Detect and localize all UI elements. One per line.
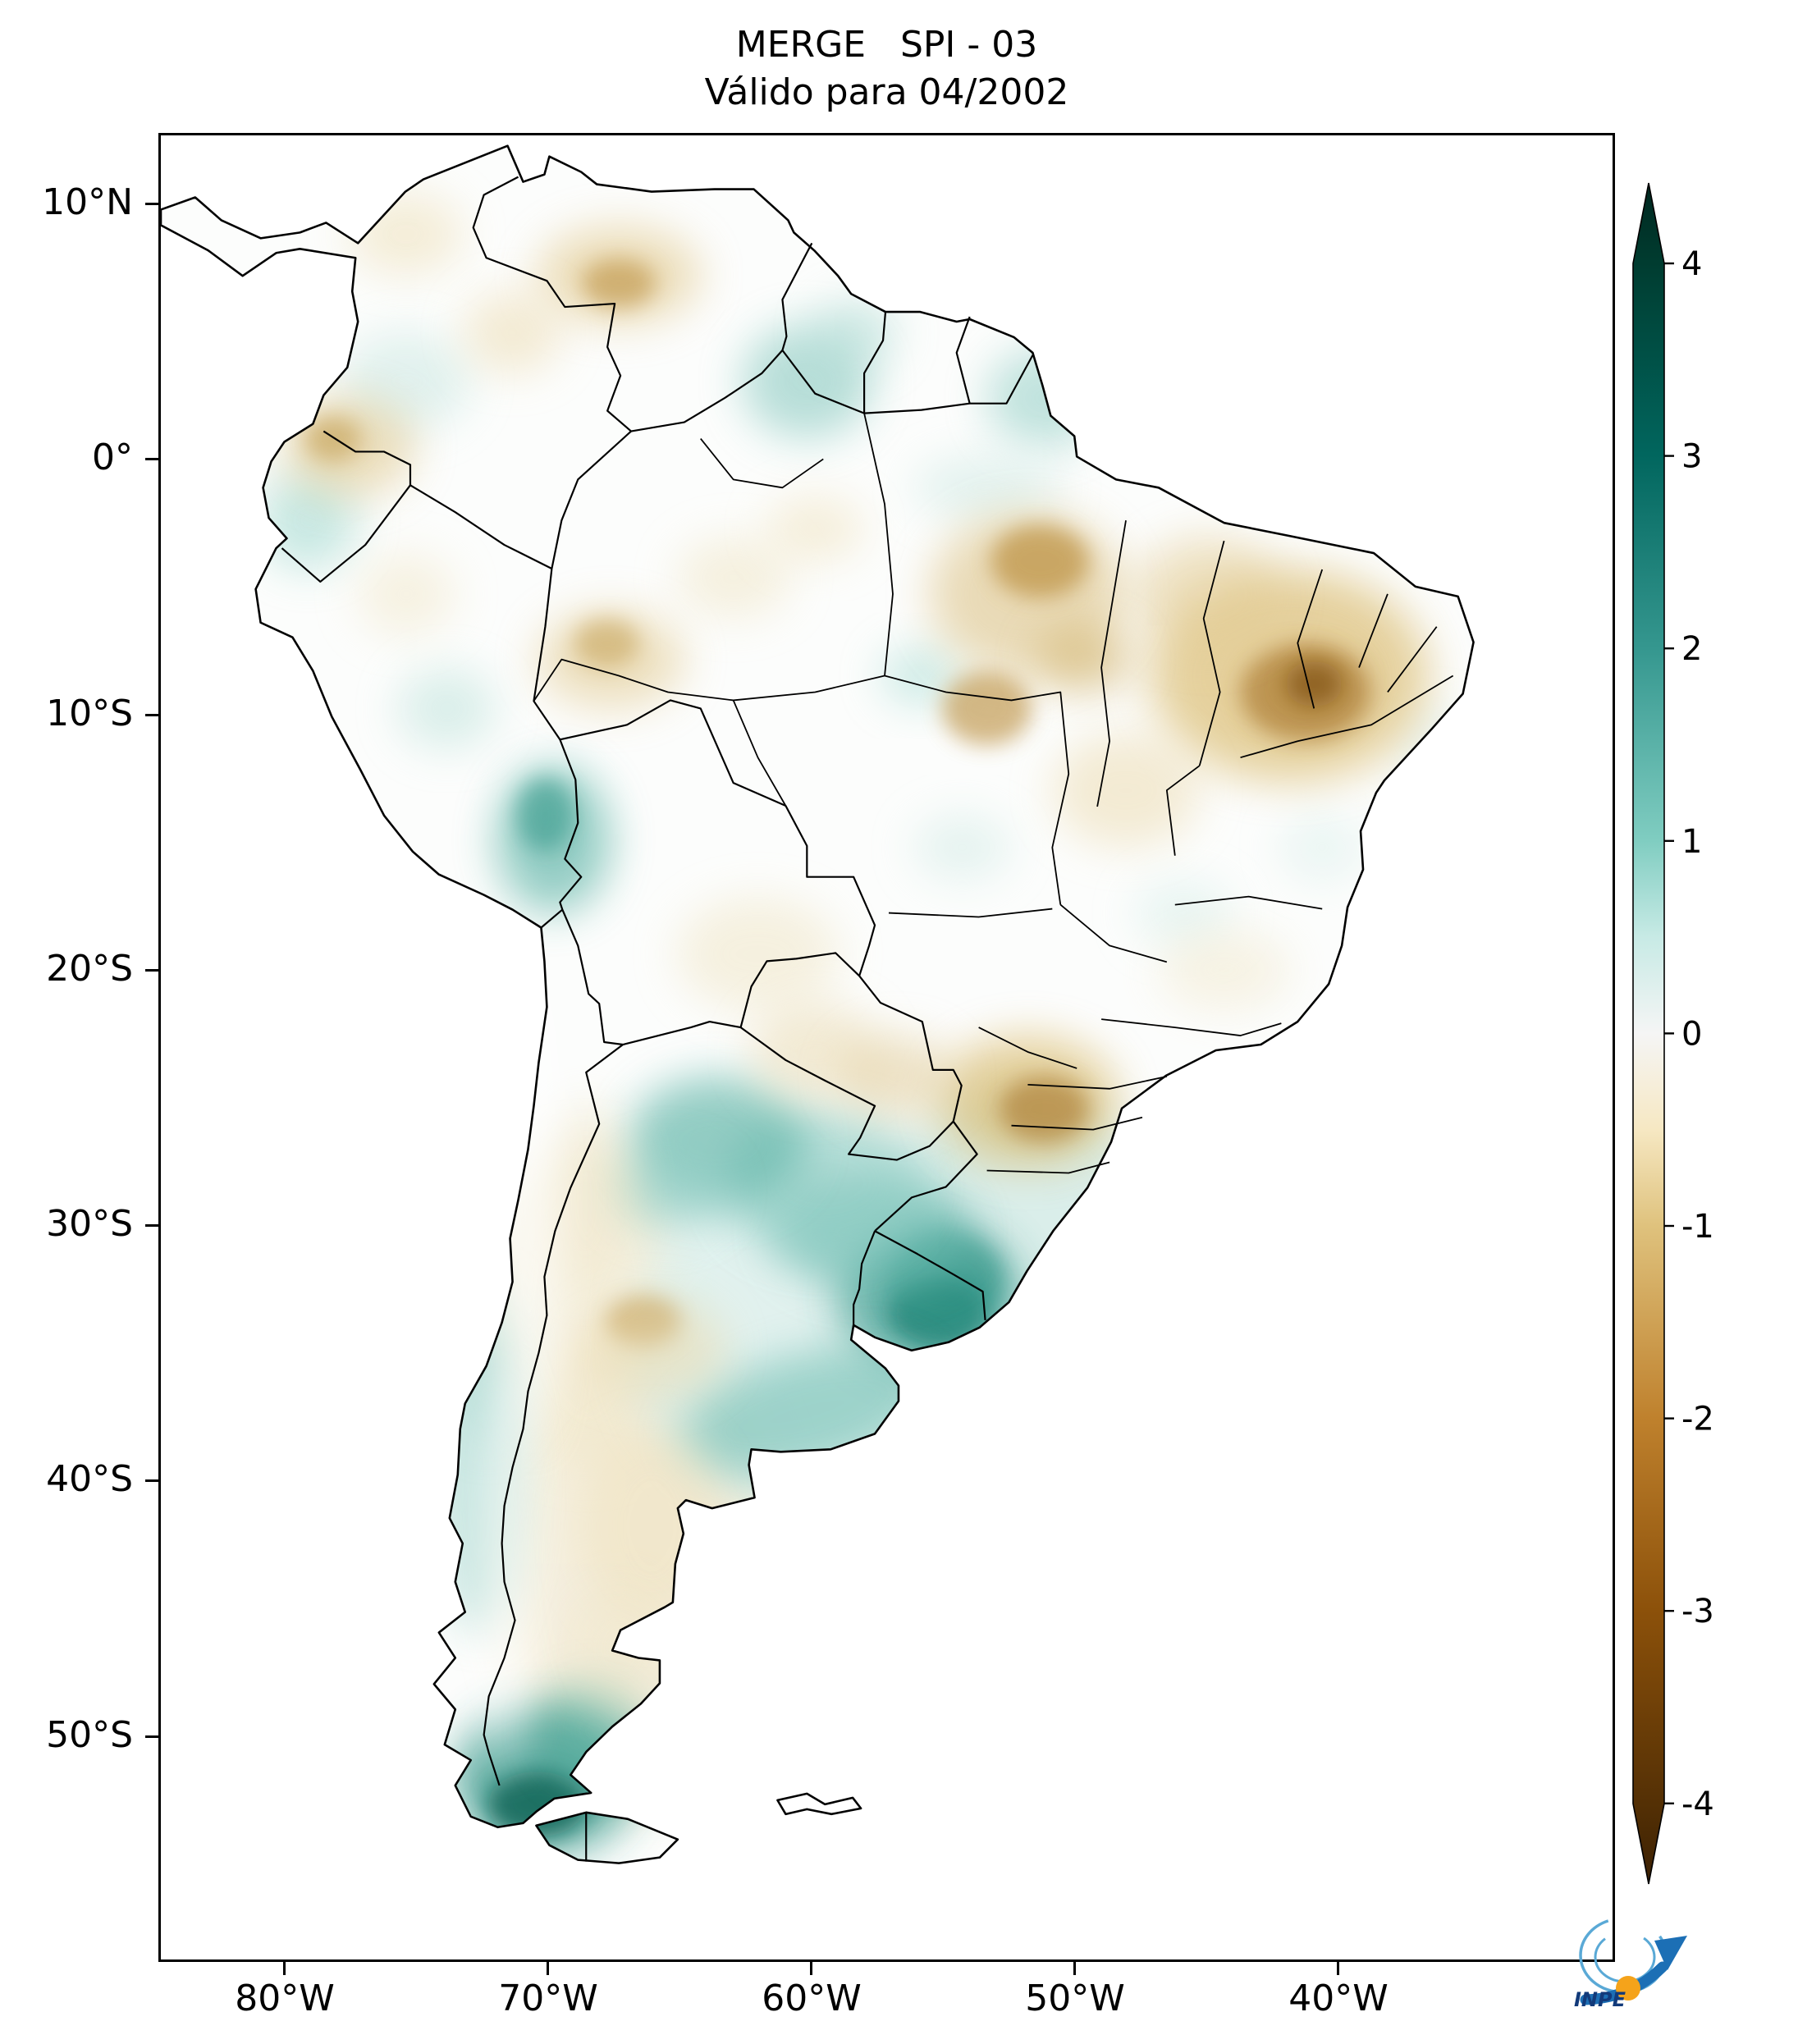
state-borders <box>533 413 1454 1174</box>
coastline <box>161 144 1475 1864</box>
y-axis-tick-label: 10°S <box>46 693 133 734</box>
x-axis-tick-label: 60°W <box>762 1978 862 2019</box>
y-axis-tick-label: 10°N <box>42 181 133 223</box>
colorbar-tick-label: -1 <box>1681 1208 1714 1246</box>
figure-subtitle: Válido para 04/2002 <box>704 71 1069 114</box>
colorbar-gradient <box>1632 182 1665 1885</box>
figure-title: MERGE SPI - 03 <box>735 24 1038 66</box>
y-axis-tick-label: 30°S <box>46 1203 133 1245</box>
colorbar-tick-marks <box>1664 262 1674 1805</box>
colorbar-tick-label: 2 <box>1681 630 1702 668</box>
y-axis-tick-label: 0° <box>92 437 133 478</box>
x-tick-mark <box>547 1962 549 1975</box>
inpe-orbit-inner <box>1594 1931 1656 1983</box>
y-tick-mark <box>145 1224 158 1227</box>
colorbar-tick-label: 0 <box>1681 1015 1702 1053</box>
colorbar-tick-label: -2 <box>1681 1401 1714 1438</box>
x-axis-tick-label: 40°W <box>1288 1978 1389 2019</box>
y-axis-tick-label: 20°S <box>46 948 133 990</box>
x-tick-mark <box>1337 1962 1339 1975</box>
y-tick-mark <box>145 458 158 460</box>
x-tick-mark <box>1073 1962 1076 1975</box>
y-tick-mark <box>145 969 158 972</box>
y-tick-mark <box>145 1479 158 1482</box>
country-borders <box>281 176 1034 1862</box>
south-america-map <box>161 144 1475 1864</box>
colorbar: 4 3 2 1 0 -1 -2 -3 -4 <box>1621 172 1744 1904</box>
y-tick-mark <box>145 203 158 205</box>
colorbar-tick-label: 3 <box>1681 438 1702 476</box>
x-axis-tick-label: 70°W <box>498 1978 598 2019</box>
y-axis-tick-label: 50°S <box>46 1714 133 1756</box>
inpe-logo: INPE <box>1551 1900 1703 2027</box>
x-tick-mark <box>283 1962 286 1975</box>
x-tick-mark <box>810 1962 812 1975</box>
spi-raster <box>161 145 1474 1863</box>
map-plot-area: INPE <box>158 133 1687 2011</box>
y-tick-mark <box>145 714 158 716</box>
colorbar-tick-label: 1 <box>1681 823 1702 861</box>
x-axis-tick-label: 80°W <box>235 1978 335 2019</box>
x-axis-tick-label: 50°W <box>1025 1978 1125 2019</box>
colorbar-tick-label: -4 <box>1681 1786 1714 1823</box>
colorbar-tick-label: -3 <box>1681 1593 1714 1630</box>
inpe-orange-dot <box>1616 1976 1640 2001</box>
inpe-arrow-head <box>1654 1936 1687 1970</box>
figure-header: MERGE SPI - 03 Válido para 04/2002 <box>158 21 1615 117</box>
colorbar-tick-label: 4 <box>1681 245 1702 283</box>
y-axis-tick-label: 40°S <box>46 1458 133 1500</box>
y-tick-mark <box>145 1735 158 1738</box>
inpe-logo-text: INPE <box>1574 1988 1626 2011</box>
